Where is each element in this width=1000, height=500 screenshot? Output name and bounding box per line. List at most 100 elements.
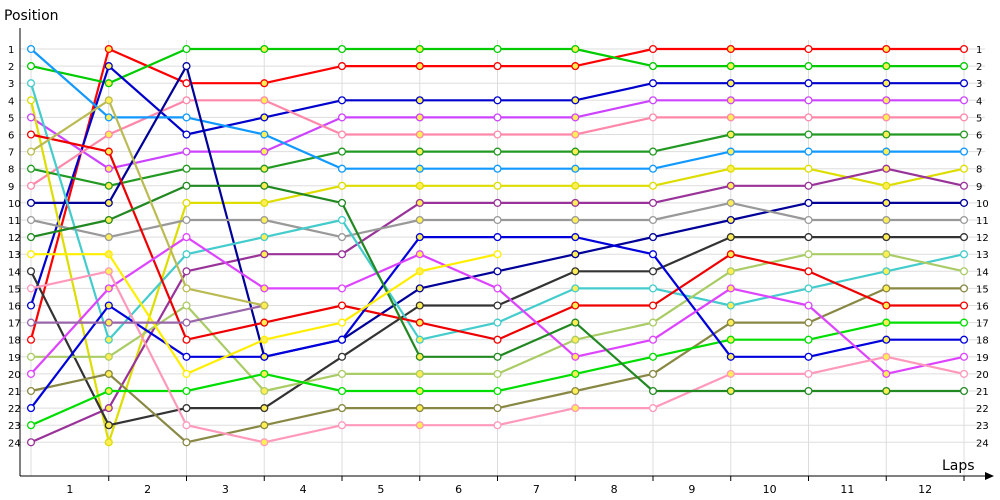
data-point-series-18: [648, 250, 658, 259]
data-point-series-1: [260, 79, 269, 88]
data-point-series-5: [104, 130, 113, 139]
y-tick-label-right: 1: [976, 45, 982, 56]
data-point-series-12: [26, 267, 36, 276]
data-point-series-5: [959, 113, 969, 122]
data-point-series-17: [959, 318, 969, 327]
data-point-series-18: [104, 301, 113, 310]
data-point-series-8: [493, 181, 502, 190]
data-point-series-4: [726, 96, 735, 105]
y-tick-label-right: 23: [976, 421, 989, 432]
data-point-series-16: [104, 147, 113, 156]
data-point-series-21: [493, 352, 502, 361]
data-point-series-20: [104, 267, 113, 276]
y-tick-label-left: 22: [8, 404, 21, 415]
data-point-series-22: [493, 250, 502, 259]
data-point-series-10: [726, 215, 735, 225]
data-point-series-4: [882, 96, 891, 105]
data-point-series-20: [726, 369, 735, 378]
data-point-series-23: [182, 318, 191, 327]
data-point-series-16: [415, 318, 424, 327]
data-point-series-17: [882, 318, 891, 327]
data-point-series-8: [882, 181, 891, 190]
data-point-series-7: [104, 113, 113, 122]
data-point-series-19: [104, 284, 113, 293]
data-point-series-17: [104, 386, 113, 396]
data-point-series-5: [882, 113, 891, 122]
data-point-series-14: [260, 386, 269, 396]
data-point-series-5: [571, 130, 580, 139]
data-point-series-10: [493, 267, 502, 276]
data-point-series-17: [337, 386, 347, 396]
y-tick-label-right: 6: [976, 131, 982, 142]
data-point-series-15: [26, 386, 36, 396]
data-point-series-3: [415, 96, 424, 105]
y-tick-label-right: 19: [976, 353, 989, 364]
data-point-series-4: [337, 113, 347, 122]
data-point-series-24: [104, 96, 113, 105]
data-point-series-1: [26, 335, 36, 344]
data-point-series-17: [493, 386, 502, 396]
data-point-series-9: [415, 198, 424, 207]
data-point-series-6: [415, 147, 424, 156]
y-tick-label-right: 18: [976, 336, 989, 347]
y-tick-label-right: 15: [976, 284, 989, 295]
y-tick-label-left: 11: [8, 216, 21, 227]
data-point-series-21: [104, 215, 113, 225]
data-point-series-7: [260, 130, 269, 139]
data-point-series-16: [182, 335, 191, 344]
data-point-series-20: [959, 369, 969, 378]
y-tick-label-left: 6: [8, 131, 14, 142]
data-point-series-13: [415, 335, 424, 344]
y-tick-label-left: 12: [8, 233, 21, 244]
data-point-series-21: [804, 386, 813, 396]
data-point-series-1: [648, 44, 658, 54]
y-tick-label-left: 21: [8, 387, 21, 398]
data-point-series-19: [260, 284, 269, 293]
data-point-series-20: [182, 421, 191, 430]
data-point-series-2: [493, 44, 502, 54]
data-point-series-5: [182, 96, 191, 105]
data-point-series-12: [959, 233, 969, 242]
data-point-series-4: [648, 96, 658, 105]
data-point-series-21: [337, 198, 347, 207]
y-tick-label-left: 17: [8, 319, 21, 330]
x-tick-label: 3: [222, 483, 229, 496]
data-point-series-3: [648, 79, 658, 88]
data-point-series-18: [959, 335, 969, 344]
data-point-series-1: [571, 62, 580, 71]
data-point-series-11: [493, 215, 502, 225]
data-point-series-5: [648, 113, 658, 122]
data-point-series-11: [415, 215, 424, 225]
data-point-series-11: [648, 215, 658, 225]
data-point-series-5: [26, 181, 36, 190]
data-point-series-24: [260, 301, 269, 310]
x-tick-label: 9: [688, 483, 695, 496]
y-tick-label-right: 16: [976, 302, 989, 313]
x-tick-label: 2: [144, 483, 151, 496]
y-tick-label-left: 5: [8, 113, 14, 124]
data-point-series-13: [571, 284, 580, 293]
data-point-series-8: [959, 164, 969, 173]
data-point-series-21: [571, 318, 580, 327]
data-point-series-22: [260, 335, 269, 344]
data-point-series-13: [26, 79, 36, 88]
data-point-series-20: [571, 404, 580, 413]
data-point-series-19: [182, 233, 191, 242]
data-point-series-3: [804, 79, 813, 88]
data-point-series-6: [571, 147, 580, 156]
data-point-series-3: [26, 301, 36, 310]
data-point-series-18: [493, 233, 502, 242]
data-point-series-17: [726, 335, 735, 344]
data-point-series-15: [726, 318, 735, 327]
data-point-series-12: [726, 233, 735, 242]
data-point-series-3: [104, 62, 113, 71]
data-point-series-21: [26, 233, 36, 242]
data-point-series-1: [182, 79, 191, 88]
y-tick-label-left: 13: [8, 250, 21, 261]
data-point-series-13: [726, 301, 735, 310]
data-point-series-8: [726, 164, 735, 173]
data-point-series-19: [648, 335, 658, 344]
data-point-series-8: [648, 181, 658, 190]
x-tick-label: 6: [455, 483, 462, 496]
data-point-series-16: [26, 130, 36, 139]
